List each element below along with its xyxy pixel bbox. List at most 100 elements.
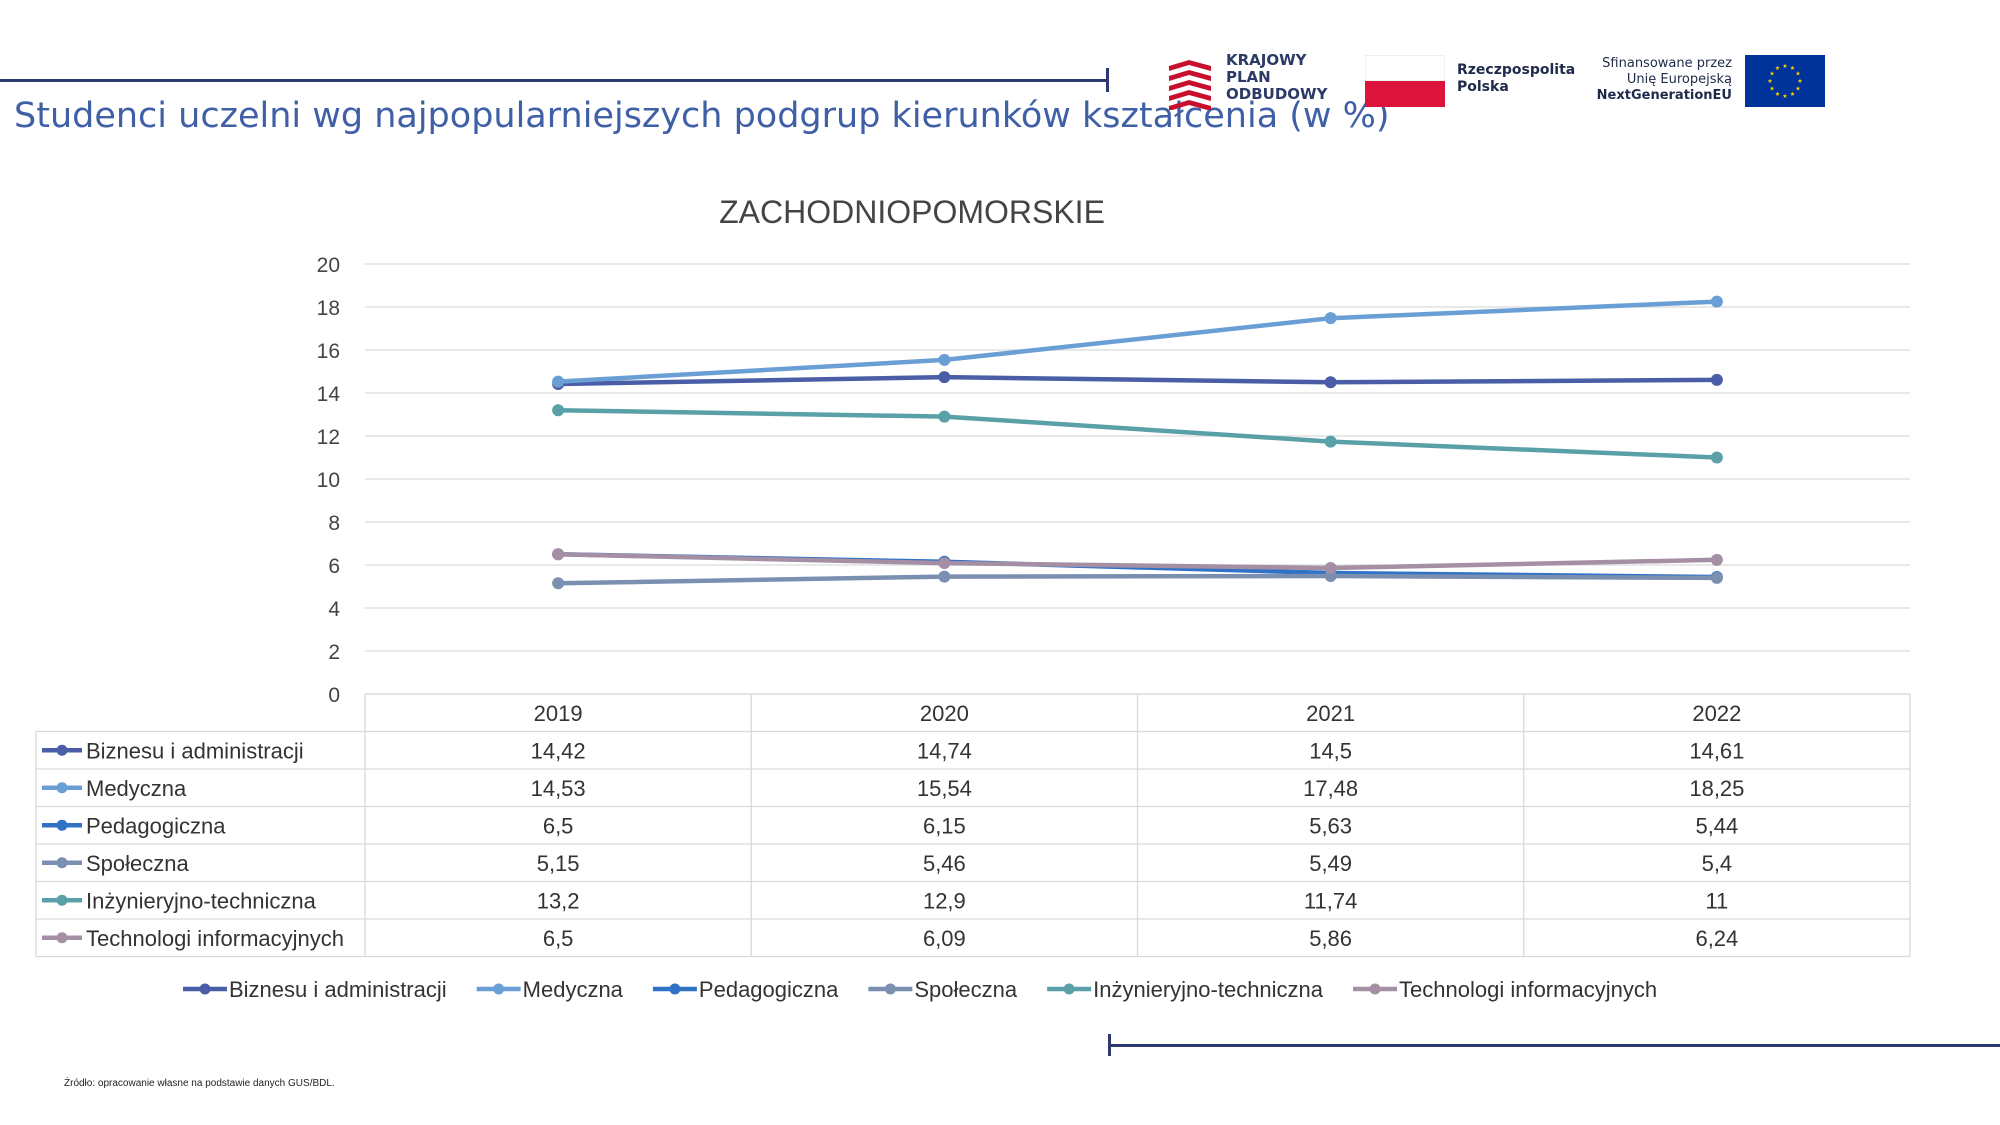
page-title: Studenci uczelni wg najpopularniejszych … [14, 96, 1390, 136]
table-series-key-marker [56, 894, 68, 906]
table-value: 6,09 [923, 926, 966, 951]
table-value: 5,86 [1309, 926, 1352, 951]
legend-item: Technologi informacyjnych [1353, 977, 1657, 1002]
series [552, 569, 1723, 590]
x-tick-label: 2022 [1692, 701, 1741, 726]
y-tick-label: 18 [317, 297, 340, 320]
series-line [555, 299, 1720, 384]
legend-item: Pedagogiczna [652, 977, 839, 1002]
eu-star-icon [1795, 86, 1801, 91]
y-axis: 0 2 4 6 8 10 12 14 16 18 20 [317, 254, 341, 707]
x-tick-label: 2019 [534, 701, 583, 726]
legend-label: Medyczna [523, 977, 624, 1002]
table-series-key-marker [56, 744, 68, 756]
eu-star-icon [1790, 91, 1795, 96]
table-value: 17,48 [1303, 776, 1358, 801]
table-value: 5,4 [1702, 851, 1733, 876]
y-tick-label: 20 [317, 254, 340, 277]
legend: Biznesu i administracji Medyczna Pedagogic… [183, 977, 1657, 1002]
rp-line: Polska [1457, 79, 1509, 95]
data-point [1710, 451, 1723, 464]
logo-strip: KRAJOWY PLAN ODBUDOWY Rzeczpospolita Pol… [1160, 50, 1830, 120]
x-tick-label: 2021 [1306, 701, 1355, 726]
table-value: 5,63 [1309, 813, 1352, 838]
legend-label: Technologi informacyjnych [1399, 977, 1657, 1002]
kpo-line: KRAJOWY [1226, 51, 1307, 69]
table-value: 13,2 [537, 888, 580, 913]
eu-line: Unię Europejską [1626, 72, 1732, 87]
y-tick-label: 16 [317, 340, 340, 363]
series-line [555, 552, 1720, 571]
data-point [1710, 571, 1723, 584]
legend-marker [1369, 983, 1381, 995]
rp-line: Rzeczpospolita [1457, 62, 1576, 78]
table-value: 14,5 [1309, 738, 1352, 763]
eu-star-icon [1775, 65, 1780, 70]
table-series-name: Społeczna [86, 851, 190, 876]
chart-title: ZACHODNIOPOMORSKIE [719, 194, 1105, 230]
table-value: 18,25 [1689, 776, 1744, 801]
data-point [1710, 553, 1723, 566]
table-value: 12,9 [923, 888, 966, 913]
legend-item: Biznesu i administracji [183, 977, 447, 1002]
table-series-name: Pedagogiczna [86, 813, 226, 838]
data-point [552, 548, 565, 561]
data-table: 2019 2020 2021 2022 Biznesu i administracji 1… [35, 693, 1911, 958]
data-point [1324, 376, 1337, 389]
data-point [1324, 312, 1337, 325]
eu-star-icon [1775, 91, 1780, 96]
y-tick-label: 8 [328, 512, 340, 535]
eu-star-icon [1790, 65, 1795, 70]
y-tick-label: 2 [328, 641, 340, 664]
kpo-mark-stripe [1169, 60, 1211, 71]
series-lines [552, 295, 1723, 590]
eu-star-icon [1767, 78, 1773, 83]
y-tick-label: 10 [317, 469, 340, 492]
kpo-mark-stripe [1169, 80, 1211, 91]
series-line [555, 573, 1720, 586]
source-note: Źródło: opracowanie własne na podstawie … [64, 1078, 335, 1089]
gridlines [365, 263, 1910, 695]
table-series-name: Technologi informacyjnych [86, 926, 344, 951]
legend-marker [884, 983, 896, 995]
table-value: 11 [1705, 888, 1728, 913]
data-point [552, 404, 565, 417]
table-series-key-marker [56, 857, 68, 869]
eu-star-icon [1795, 71, 1801, 76]
y-tick-label: 6 [328, 555, 340, 578]
kpo-mark-stripe [1169, 100, 1211, 110]
series [552, 295, 1723, 388]
table-value: 14,61 [1689, 738, 1744, 763]
bottom-rule-start [1108, 1034, 1111, 1056]
table-value: 14,74 [917, 738, 972, 763]
legend-item: Inżynieryjno-techniczna [1047, 977, 1324, 1002]
data-point [552, 577, 565, 590]
legend-marker [493, 983, 505, 995]
series-line [555, 374, 1720, 387]
eu-star-icon [1769, 71, 1775, 76]
eu-star-icon [1782, 93, 1788, 98]
kpo-mark-stripe [1169, 90, 1211, 101]
data-point [938, 353, 951, 366]
top-rule [0, 79, 1108, 82]
kpo-line: PLAN [1226, 68, 1271, 86]
table-value: 6,24 [1695, 926, 1738, 951]
table-series-name: Medyczna [86, 776, 187, 801]
table-value: 6,5 [543, 813, 574, 838]
table-value: 14,42 [531, 738, 586, 763]
eu-line: NextGenerationEU [1596, 88, 1732, 103]
eu-star-icon [1782, 63, 1788, 68]
eu-line: Sfinansowane przez [1602, 56, 1732, 71]
series [552, 404, 1723, 464]
eu-star-icon [1769, 86, 1775, 91]
table-value: 5,49 [1309, 851, 1352, 876]
table-value: 6,5 [543, 926, 574, 951]
y-tick-label: 0 [328, 684, 340, 707]
kpo-line: ODBUDOWY [1226, 85, 1328, 103]
eu-flag-icon [1745, 55, 1825, 107]
legend-label: Pedagogiczna [699, 977, 839, 1002]
legend-label: Biznesu i administracji [229, 977, 447, 1002]
legend-item: Medyczna [476, 977, 624, 1002]
data-point [938, 410, 951, 423]
bottom-rule [1108, 1044, 2000, 1047]
